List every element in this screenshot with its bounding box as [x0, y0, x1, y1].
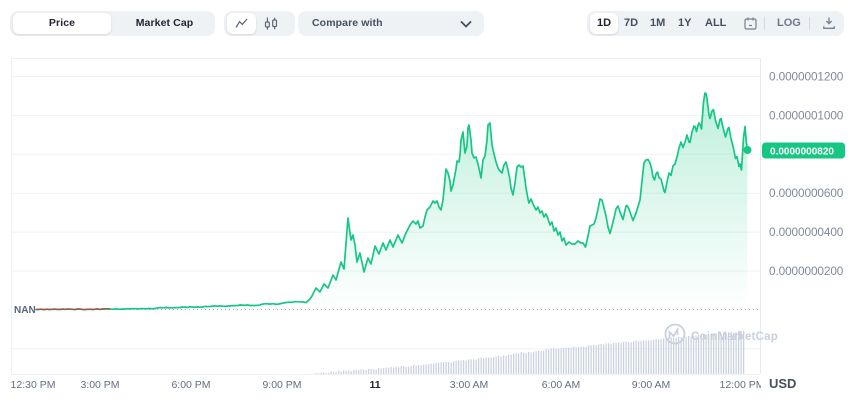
svg-text:CoinMarketCap: CoinMarketCap — [691, 331, 778, 343]
svg-text:0.0000000820: 0.0000000820 — [770, 147, 834, 158]
svg-text:0.0000000600: 0.0000000600 — [769, 186, 844, 200]
svg-text:0.0000001000: 0.0000001000 — [769, 108, 844, 122]
svg-text:3:00 PM: 3:00 PM — [80, 379, 119, 391]
svg-text:12:30 PM: 12:30 PM — [11, 379, 56, 391]
svg-text:9:00 PM: 9:00 PM — [262, 379, 301, 391]
svg-text:3:00 AM: 3:00 AM — [450, 379, 489, 391]
svg-text:0.0000000400: 0.0000000400 — [769, 225, 844, 239]
svg-text:0.0000001200: 0.0000001200 — [769, 70, 844, 84]
svg-text:9:00 AM: 9:00 AM — [632, 379, 671, 391]
svg-text:6:00 PM: 6:00 PM — [171, 379, 210, 391]
svg-text:6:00 AM: 6:00 AM — [542, 379, 581, 391]
svg-text:USD: USD — [769, 376, 796, 391]
svg-text:11: 11 — [369, 379, 380, 391]
svg-text:0.0000000200: 0.0000000200 — [769, 264, 844, 278]
svg-text:12:00 PM: 12:00 PM — [720, 379, 765, 391]
svg-text:NAN: NAN — [14, 305, 36, 316]
